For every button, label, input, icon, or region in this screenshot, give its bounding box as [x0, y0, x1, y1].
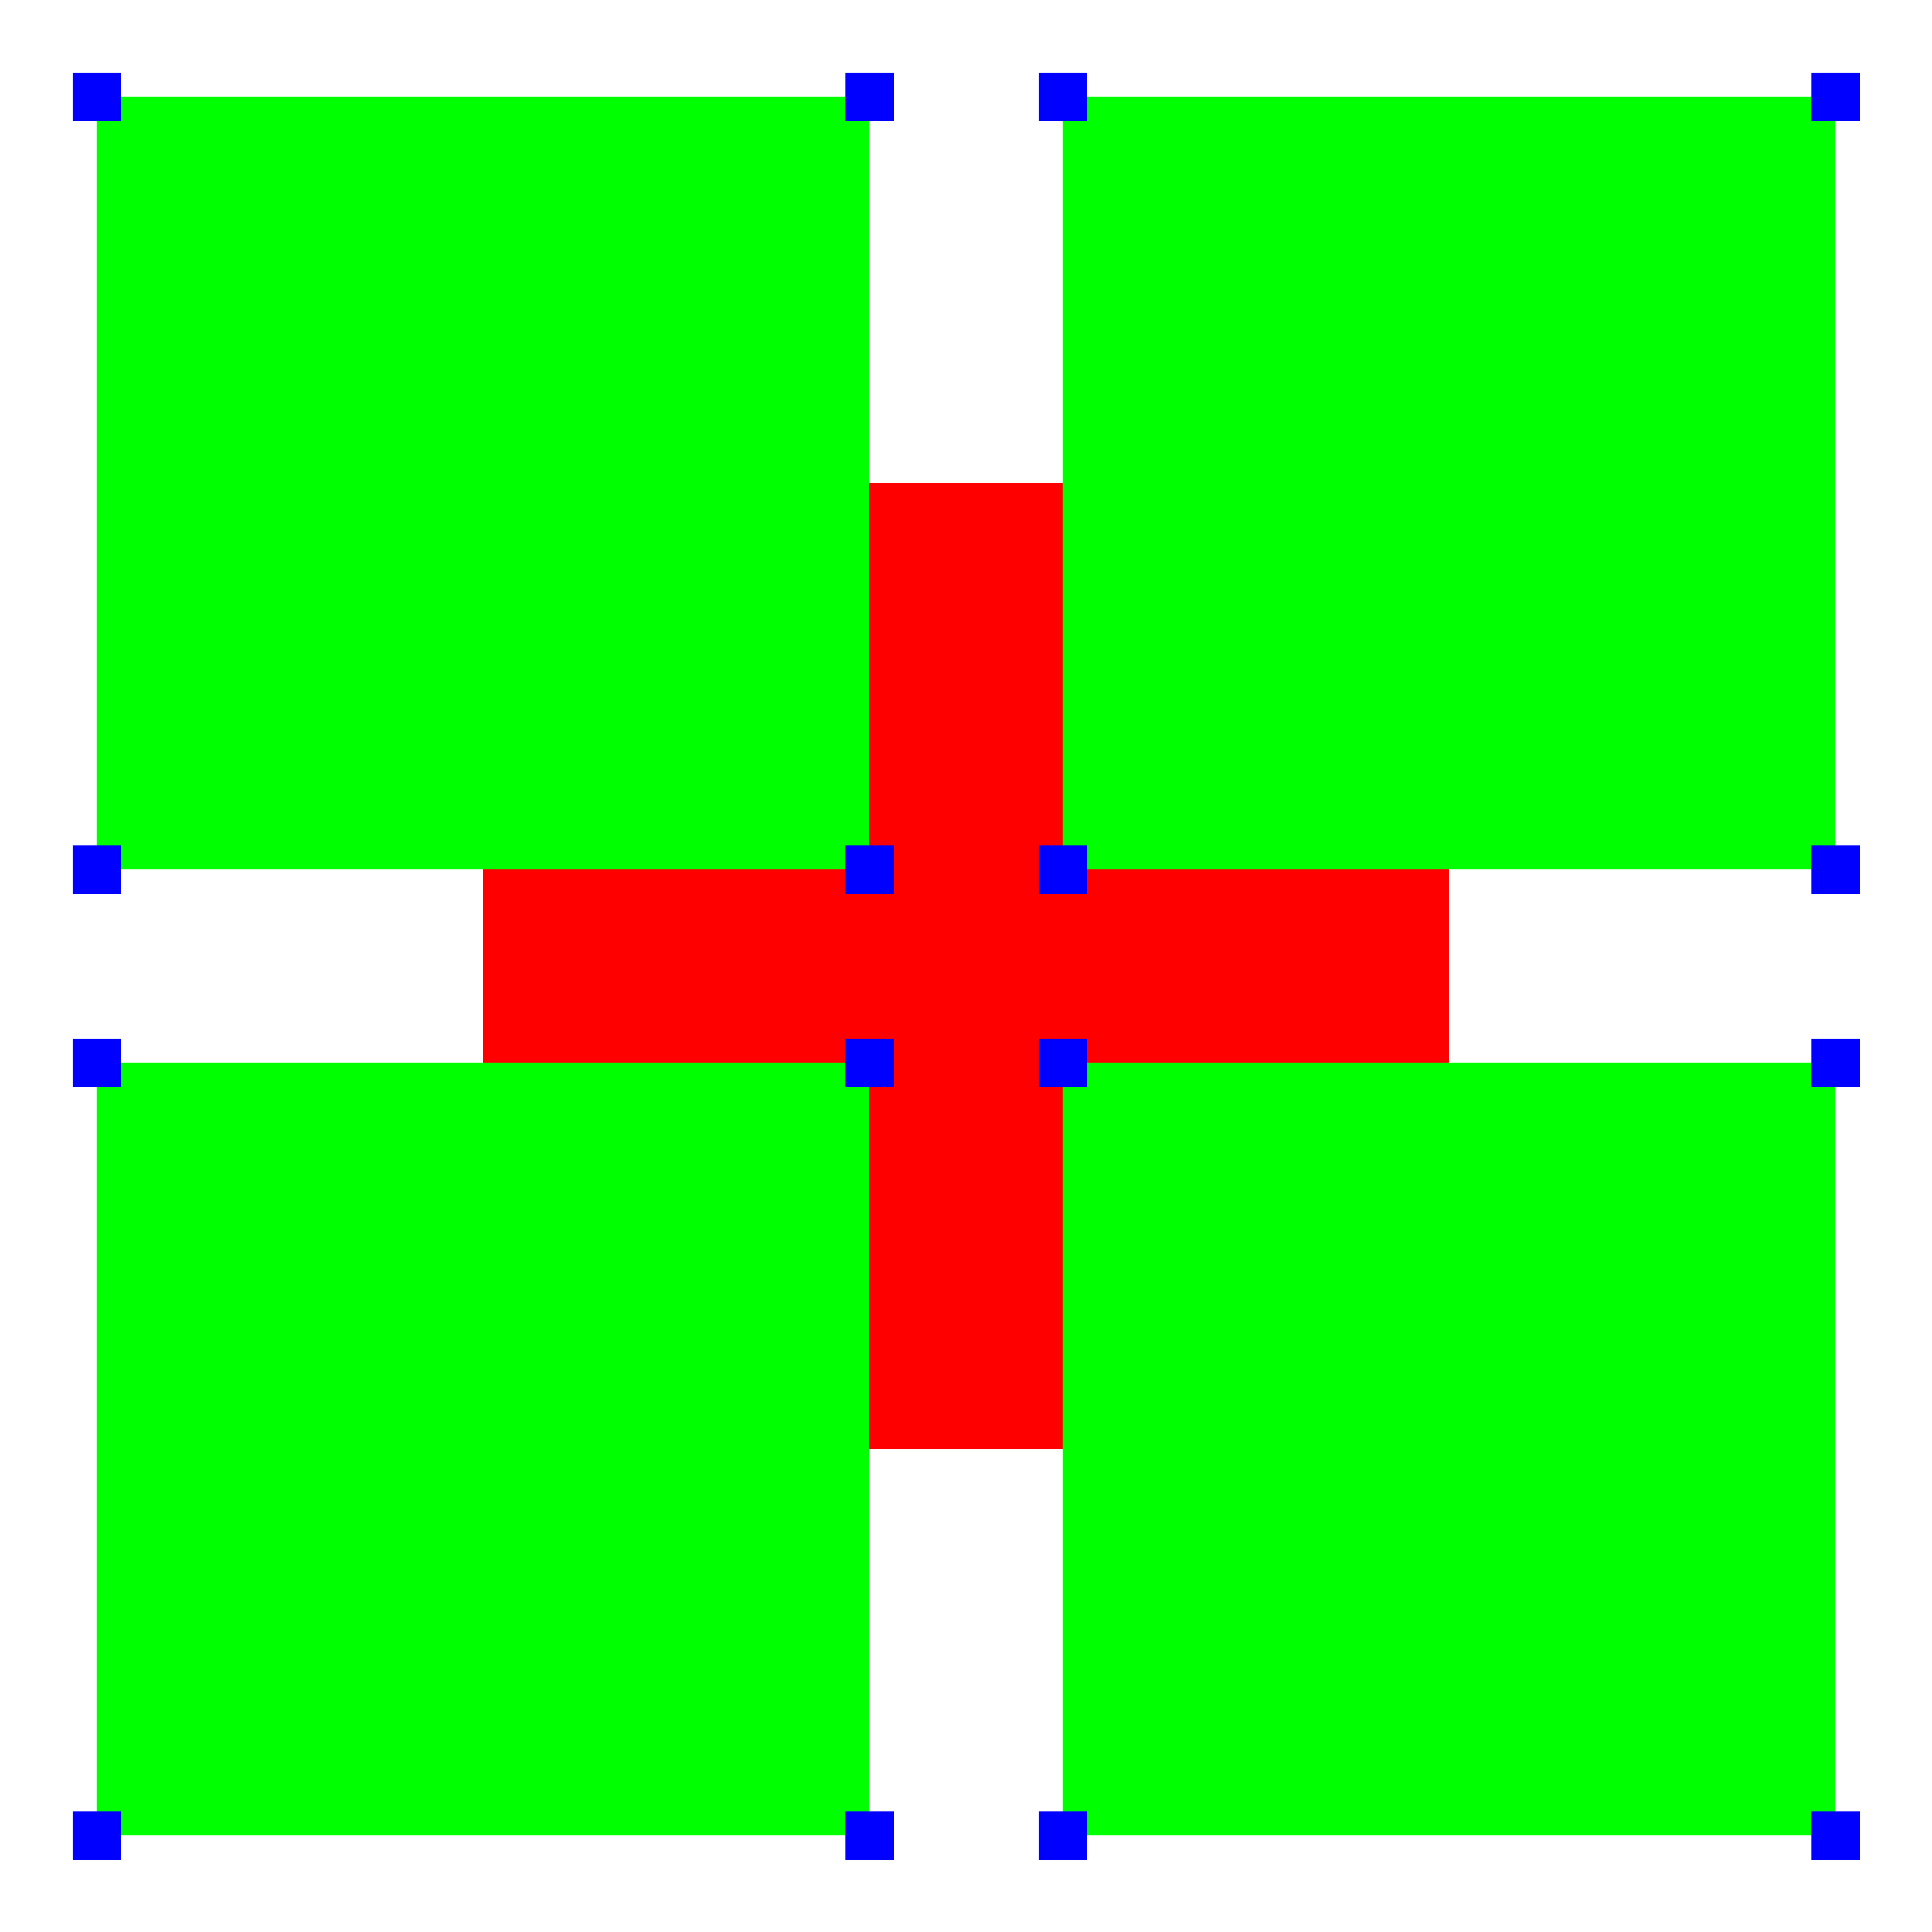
red-cross-horizontal-bar	[483, 869, 1449, 1063]
blue-corner-handle-bottom-right-top-right	[1811, 1038, 1860, 1087]
blue-corner-handle-top-left-top-left	[72, 72, 121, 121]
blue-corner-handle-bottom-left-bottom-left	[72, 1811, 121, 1860]
blue-corner-handle-bottom-left-top-right	[845, 1038, 894, 1087]
green-square-bottom-right	[1063, 1063, 1835, 1835]
blue-corner-handle-bottom-right-bottom-right	[1811, 1811, 1860, 1860]
blue-corner-handle-bottom-left-top-left	[72, 1038, 121, 1087]
blue-corner-handle-bottom-right-top-left	[1038, 1038, 1087, 1087]
blue-corner-handle-top-left-bottom-left	[72, 845, 121, 894]
blue-corner-handle-bottom-right-bottom-left	[1038, 1811, 1087, 1860]
green-square-top-right	[1063, 97, 1835, 869]
blue-corner-handle-top-left-top-right	[845, 72, 894, 121]
green-square-bottom-left	[97, 1063, 869, 1835]
blue-corner-handle-top-right-top-left	[1038, 72, 1087, 121]
green-square-top-left	[97, 97, 869, 869]
blue-corner-handle-bottom-left-bottom-right	[845, 1811, 894, 1860]
blue-corner-handle-top-left-bottom-right	[845, 845, 894, 894]
blue-corner-handle-top-right-bottom-left	[1038, 845, 1087, 894]
blue-corner-handle-top-right-top-right	[1811, 72, 1860, 121]
blue-corner-handle-top-right-bottom-right	[1811, 845, 1860, 894]
